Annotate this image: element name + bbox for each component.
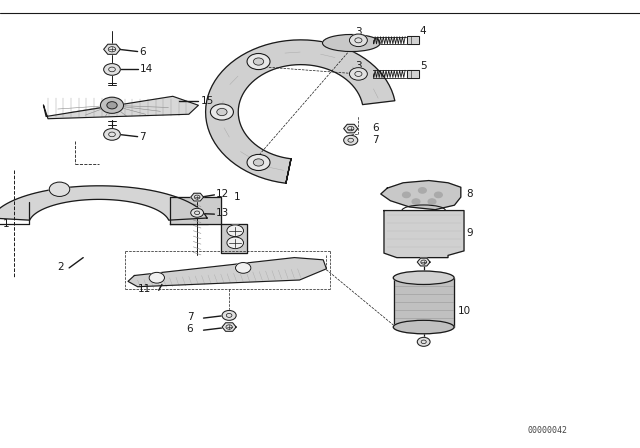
Text: 1: 1 bbox=[3, 219, 10, 229]
Ellipse shape bbox=[393, 320, 454, 334]
Ellipse shape bbox=[393, 271, 454, 284]
Polygon shape bbox=[417, 258, 430, 266]
Text: 5: 5 bbox=[420, 61, 426, 71]
Circle shape bbox=[107, 102, 117, 109]
Bar bbox=[407, 70, 419, 78]
Text: 13: 13 bbox=[216, 208, 229, 218]
Circle shape bbox=[149, 272, 164, 283]
Circle shape bbox=[191, 208, 204, 217]
Circle shape bbox=[349, 68, 367, 80]
Circle shape bbox=[100, 97, 124, 113]
Ellipse shape bbox=[323, 34, 380, 52]
Text: 2: 2 bbox=[58, 262, 64, 271]
Circle shape bbox=[247, 155, 270, 171]
Text: 1: 1 bbox=[234, 192, 240, 202]
Circle shape bbox=[412, 199, 420, 204]
Circle shape bbox=[253, 58, 264, 65]
Text: 12: 12 bbox=[216, 189, 229, 198]
Text: 6: 6 bbox=[140, 47, 146, 56]
Circle shape bbox=[236, 263, 251, 273]
Text: 15: 15 bbox=[200, 96, 214, 106]
Polygon shape bbox=[394, 278, 454, 327]
Text: 7: 7 bbox=[140, 132, 146, 142]
Text: 00000042: 00000042 bbox=[527, 426, 567, 435]
Circle shape bbox=[211, 104, 234, 120]
Circle shape bbox=[419, 188, 426, 193]
Circle shape bbox=[349, 34, 367, 47]
Circle shape bbox=[253, 159, 264, 166]
Polygon shape bbox=[0, 186, 207, 220]
Polygon shape bbox=[104, 44, 120, 54]
Text: 9: 9 bbox=[466, 228, 472, 238]
Bar bbox=[407, 70, 419, 78]
Bar bbox=[407, 36, 419, 44]
Text: 6: 6 bbox=[187, 324, 193, 334]
Polygon shape bbox=[222, 323, 236, 332]
Polygon shape bbox=[344, 124, 358, 133]
Text: 8: 8 bbox=[466, 189, 472, 198]
Circle shape bbox=[217, 108, 227, 116]
Circle shape bbox=[435, 192, 442, 198]
Circle shape bbox=[247, 53, 270, 69]
Text: 3: 3 bbox=[355, 61, 362, 71]
Circle shape bbox=[227, 237, 244, 249]
Polygon shape bbox=[384, 211, 464, 258]
Circle shape bbox=[403, 192, 410, 198]
Text: 7: 7 bbox=[187, 312, 193, 322]
Text: 7: 7 bbox=[372, 135, 379, 145]
Circle shape bbox=[344, 135, 358, 145]
Circle shape bbox=[222, 310, 236, 320]
Text: 10: 10 bbox=[458, 306, 471, 316]
Circle shape bbox=[104, 129, 120, 140]
Polygon shape bbox=[381, 181, 461, 210]
Circle shape bbox=[227, 225, 244, 237]
Polygon shape bbox=[205, 40, 395, 183]
Text: 4: 4 bbox=[420, 26, 426, 36]
Circle shape bbox=[104, 64, 120, 75]
Text: 14: 14 bbox=[140, 65, 153, 74]
Text: 11: 11 bbox=[138, 284, 150, 294]
Text: 3: 3 bbox=[355, 27, 362, 37]
Circle shape bbox=[428, 199, 436, 204]
Bar bbox=[407, 36, 419, 44]
Circle shape bbox=[49, 182, 70, 196]
Polygon shape bbox=[44, 96, 198, 119]
Polygon shape bbox=[191, 193, 204, 201]
Polygon shape bbox=[170, 197, 247, 253]
Text: 6: 6 bbox=[372, 123, 379, 133]
Circle shape bbox=[417, 337, 430, 346]
Polygon shape bbox=[128, 258, 326, 287]
